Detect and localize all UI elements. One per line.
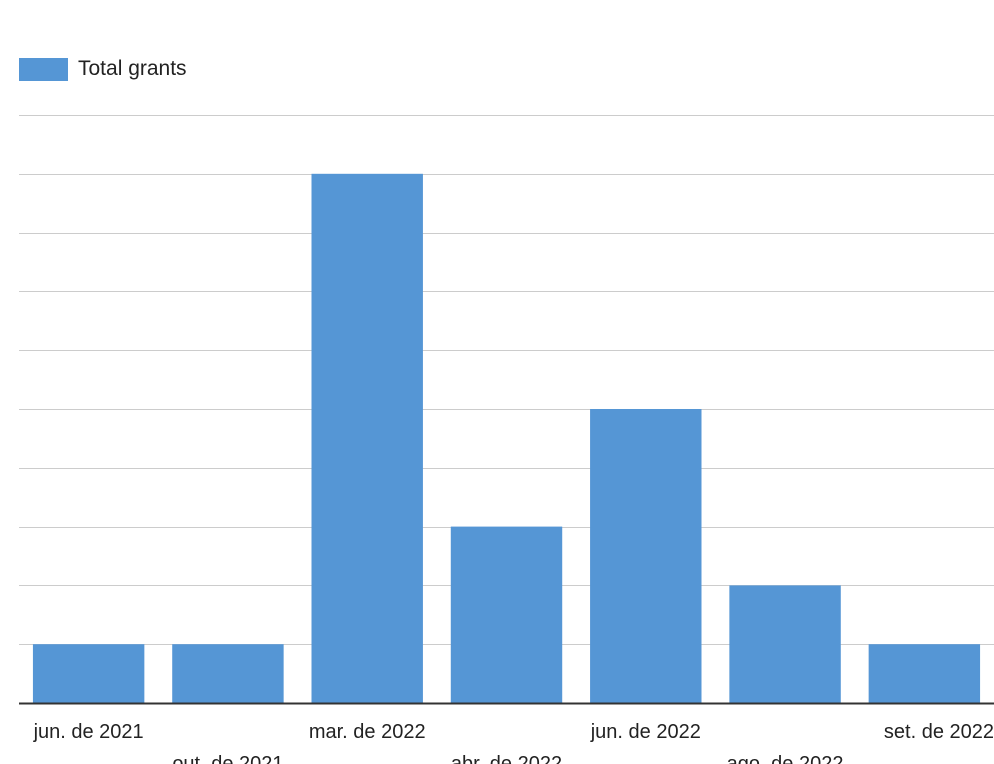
legend: Total grants [19, 57, 187, 81]
legend-swatch-total-grants [19, 57, 68, 81]
bar-5 [729, 585, 841, 703]
x-tick-label-3: abr. de 2022 [451, 753, 562, 764]
bar-1 [172, 644, 284, 703]
x-tick-label-5: ago. de 2022 [727, 753, 844, 764]
x-tick-label-1: out. de 2021 [172, 753, 283, 764]
x-tick-label-0: jun. de 2021 [33, 721, 144, 743]
x-tick-label-6: set. de 2022 [884, 721, 994, 743]
bar-4 [590, 409, 702, 703]
bar-2 [311, 173, 423, 704]
bar-0 [32, 644, 145, 703]
bar-3 [450, 526, 563, 703]
bar-6 [868, 644, 981, 703]
legend-label-total-grants: Total grants [78, 57, 187, 80]
x-tick-label-2: mar. de 2022 [309, 721, 426, 743]
x-tick-label-4: jun. de 2022 [590, 721, 701, 743]
